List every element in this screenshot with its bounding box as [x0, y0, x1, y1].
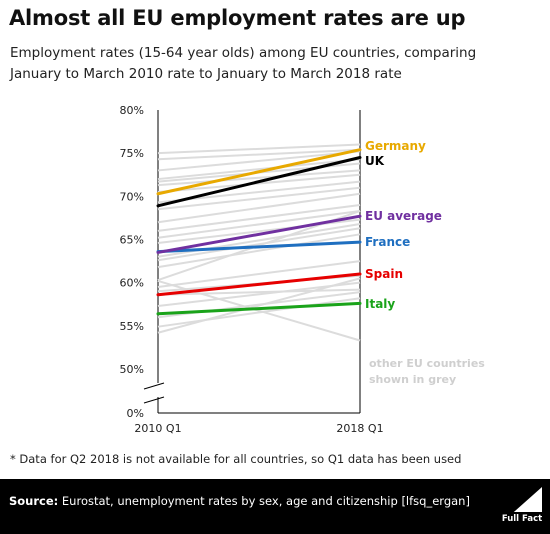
series-line [156, 301, 362, 316]
grey-annotation: other EU countries [369, 357, 485, 370]
y-tick-label: 80% [120, 104, 144, 117]
series-line [156, 155, 362, 208]
full-fact-logo-icon: Full Fact [502, 487, 542, 524]
grey-country-line [157, 192, 361, 224]
series-label: EU average [365, 209, 442, 223]
source-text: Source: Eurostat, unemployment rates by … [9, 494, 470, 508]
grey-country-line [157, 203, 361, 232]
source-label: Source: [9, 494, 59, 508]
grey-country-line [157, 143, 361, 155]
footnote: * Data for Q2 2018 is not available for … [10, 452, 462, 466]
series-line [156, 272, 362, 297]
series-line [156, 148, 362, 196]
grey-annotation: shown in grey [369, 373, 456, 386]
grey-country-line [157, 150, 361, 172]
y-tick-label: 50% [120, 363, 144, 376]
grey-country-line [157, 158, 361, 181]
series-line [156, 214, 362, 254]
grey-country-line [157, 277, 361, 334]
series-label: Germany [365, 139, 426, 153]
x-tick-label: 2010 Q1 [134, 422, 181, 435]
y-tick-label: 75% [120, 147, 144, 160]
chart-title: Almost all EU employment rates are up [9, 6, 466, 30]
subtitle-line-1: Employment rates (15-64 year olds) among… [10, 45, 477, 61]
series-label: France [365, 235, 410, 249]
series-label: Italy [365, 297, 395, 311]
y-tick-label: 70% [120, 190, 144, 203]
grey-country-line [157, 210, 361, 239]
grey-country-line [157, 297, 361, 328]
y-tick-label: 55% [120, 320, 144, 333]
footer-bar: Source: Eurostat, unemployment rates by … [0, 479, 550, 534]
grey-country-line [157, 260, 361, 288]
chart-subtitle: Employment rates (15-64 year olds) among… [10, 43, 540, 85]
y-tick-label: 0% [127, 407, 144, 420]
grey-country-line [157, 227, 361, 262]
y-tick-label: 60% [120, 277, 144, 290]
x-tick-label: 2018 Q1 [336, 422, 383, 435]
grey-country-line [157, 148, 361, 161]
source-detail: Eurostat, unemployment rates by sex, age… [58, 494, 470, 508]
grey-country-line [157, 186, 361, 211]
axis-break-mark [143, 396, 165, 404]
y-tick-label: 65% [120, 234, 144, 247]
slope-chart: 0% 50% 55% 60% 65% 70% 75% 80% 2010 Q1 2018 Q1 Ger… [120, 104, 486, 435]
grey-country-line [157, 233, 361, 269]
series-label: UK [365, 154, 385, 168]
grey-country-line [157, 288, 361, 296]
svg-text:Full Fact: Full Fact [502, 514, 542, 524]
grey-country-line [157, 169, 361, 187]
axis-break-mark [143, 382, 165, 390]
grey-country-line [157, 173, 361, 194]
series-line [156, 240, 362, 254]
series-label: Spain [365, 267, 403, 281]
subtitle-line-2: January to March 2010 rate to January to… [10, 66, 402, 82]
